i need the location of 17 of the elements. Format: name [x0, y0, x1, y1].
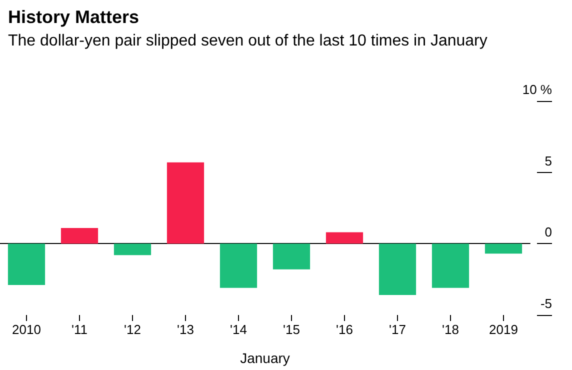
x-tick-label: '12: [124, 322, 141, 337]
x-tick-label: 2010: [12, 322, 41, 337]
x-tick-label: 2019: [489, 322, 518, 337]
x-tick-label: '11: [72, 322, 88, 337]
chart-title: History Matters: [8, 7, 140, 27]
x-tick-label: '18: [442, 322, 459, 337]
y-tick-label: -5: [540, 296, 552, 311]
x-tick-label: '17: [389, 322, 406, 337]
x-tick-label: '16: [336, 322, 353, 337]
y-tick-label: 10 %: [522, 82, 552, 97]
x-axis-title: January: [240, 350, 290, 366]
y-tick-label: 0: [544, 224, 552, 240]
x-tick-label: '15: [283, 322, 300, 337]
chart-subtitle: The dollar-yen pair slipped seven out of the last 10 times in January: [8, 32, 488, 50]
x-tick-label: '14: [230, 322, 247, 337]
y-tick-label: 5: [544, 153, 552, 168]
x-tick-label: '13: [177, 322, 194, 337]
